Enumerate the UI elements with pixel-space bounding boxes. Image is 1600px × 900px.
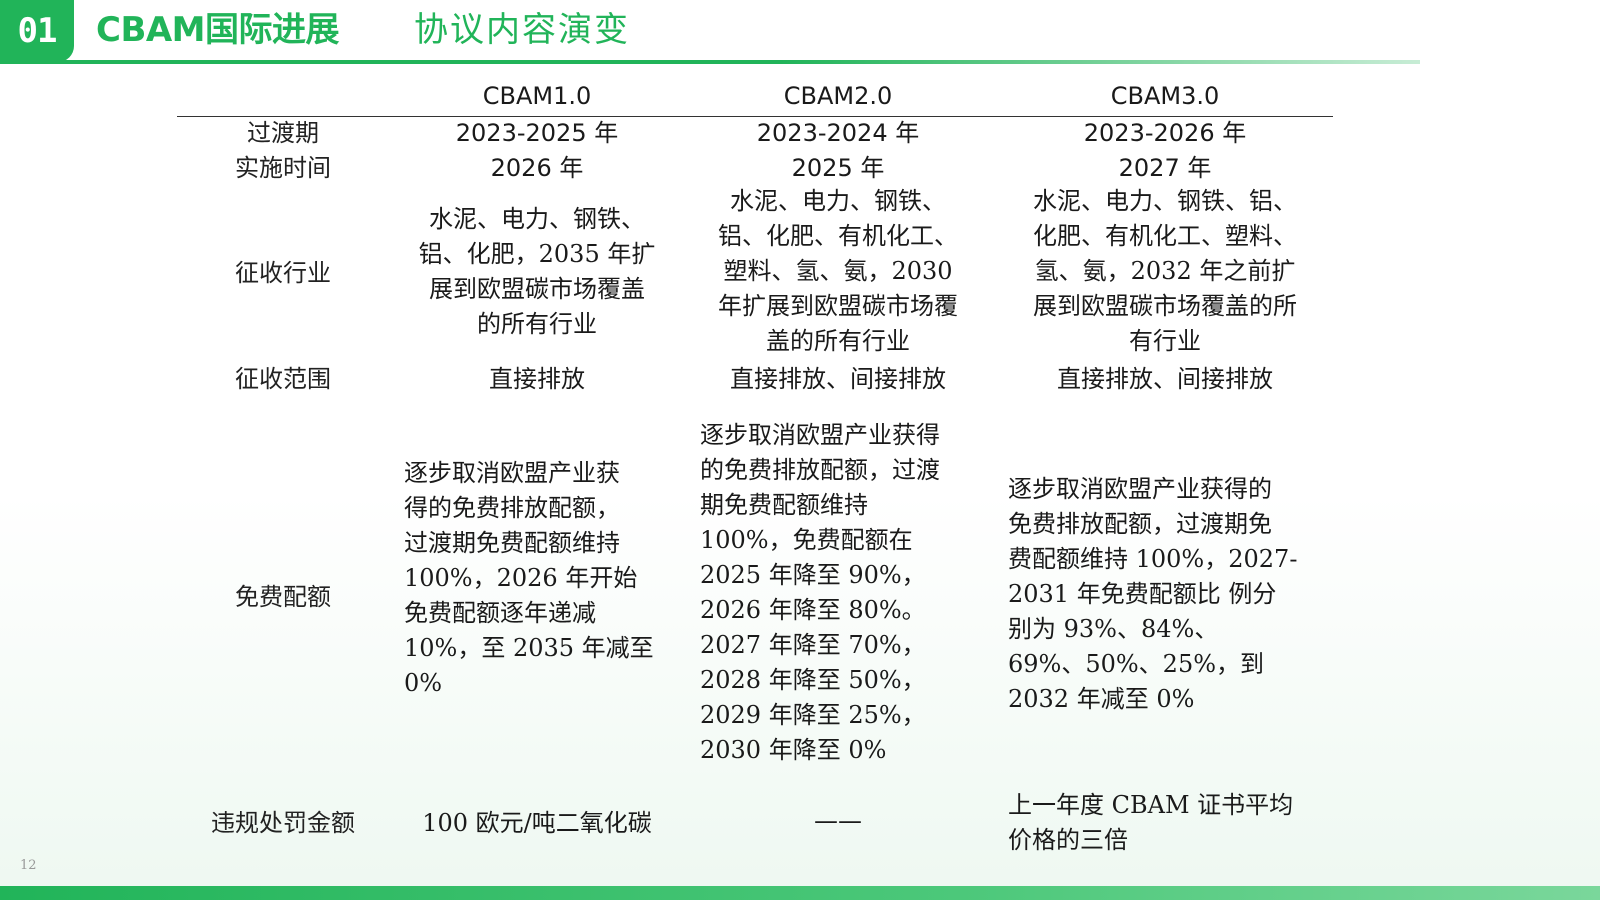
cell-scope-cbam1: 直接排放 — [489, 365, 585, 393]
cell-penalty-cbam1: 100 欧元/吨二氧化碳 — [422, 809, 652, 837]
cell-transition-cbam1: 2023-2025 年 2026 年 — [455, 119, 619, 182]
footer-bar — [0, 886, 1600, 900]
cell-free-allowance-cbam2: 逐步取消欧盟产业获得 的免费排放配额，过渡 期免费配额维持 100%，免费配额在… — [700, 421, 940, 764]
cell-penalty-cbam3: 上一年度 CBAM 证书平均 价格的三倍 — [1008, 791, 1294, 854]
page-title: CBAM国际进展 — [96, 10, 340, 50]
row-label-free-allowance: 免费配额 — [235, 583, 331, 611]
cell-free-allowance-cbam3: 逐步取消欧盟产业获得的 免费排放配额，过渡期免 费配额维持 100%，2027-… — [1008, 475, 1298, 713]
row-label-penalty: 违规处罚金额 — [211, 809, 355, 837]
cell-penalty-cbam2: —— — [814, 807, 862, 835]
cell-industries-cbam1: 水泥、电力、钢铁、 铝、化肥，2035 年扩 展到欧盟碳市场覆盖 的所有行业 — [418, 205, 656, 338]
column-header-cbam3: CBAM3.0 — [1110, 82, 1220, 110]
cell-transition-cbam2: 2023-2024 年 2025 年 — [756, 119, 920, 182]
header-divider — [0, 60, 1420, 64]
slide-header: 01 CBAM国际进展 协议内容演变 — [0, 0, 1600, 66]
column-header-cbam2: CBAM2.0 — [783, 82, 893, 110]
cell-free-allowance-cbam1: 逐步取消欧盟产业获 得的免费排放配额， 过渡期免费配额维持 100%，2026 … — [404, 459, 654, 697]
page-subtitle: 协议内容演变 — [414, 10, 630, 50]
cell-transition-cbam3: 2023-2026 年 2027 年 — [1083, 119, 1247, 182]
cell-scope-cbam2: 直接排放、间接排放 — [730, 365, 946, 393]
cell-industries-cbam2: 水泥、电力、钢铁、 铝、化肥、有机化工、 塑料、氢、氨，2030 年扩展到欧盟碳… — [718, 187, 958, 355]
row-label-industries: 征收行业 — [235, 259, 331, 287]
row-label-scope: 征收范围 — [235, 365, 331, 393]
cell-industries-cbam3: 水泥、电力、钢铁、铝、 化肥、有机化工、塑料、 氢、氨，2032 年之前扩 展到… — [1033, 187, 1297, 355]
page-number: 12 — [20, 858, 37, 873]
table-header-rule — [177, 116, 1333, 117]
row-label-transition: 过渡期 实施时间 — [235, 119, 331, 182]
column-header-cbam1: CBAM1.0 — [482, 82, 592, 110]
section-number-badge: 01 — [0, 0, 74, 62]
cell-scope-cbam3: 直接排放、间接排放 — [1057, 365, 1273, 393]
